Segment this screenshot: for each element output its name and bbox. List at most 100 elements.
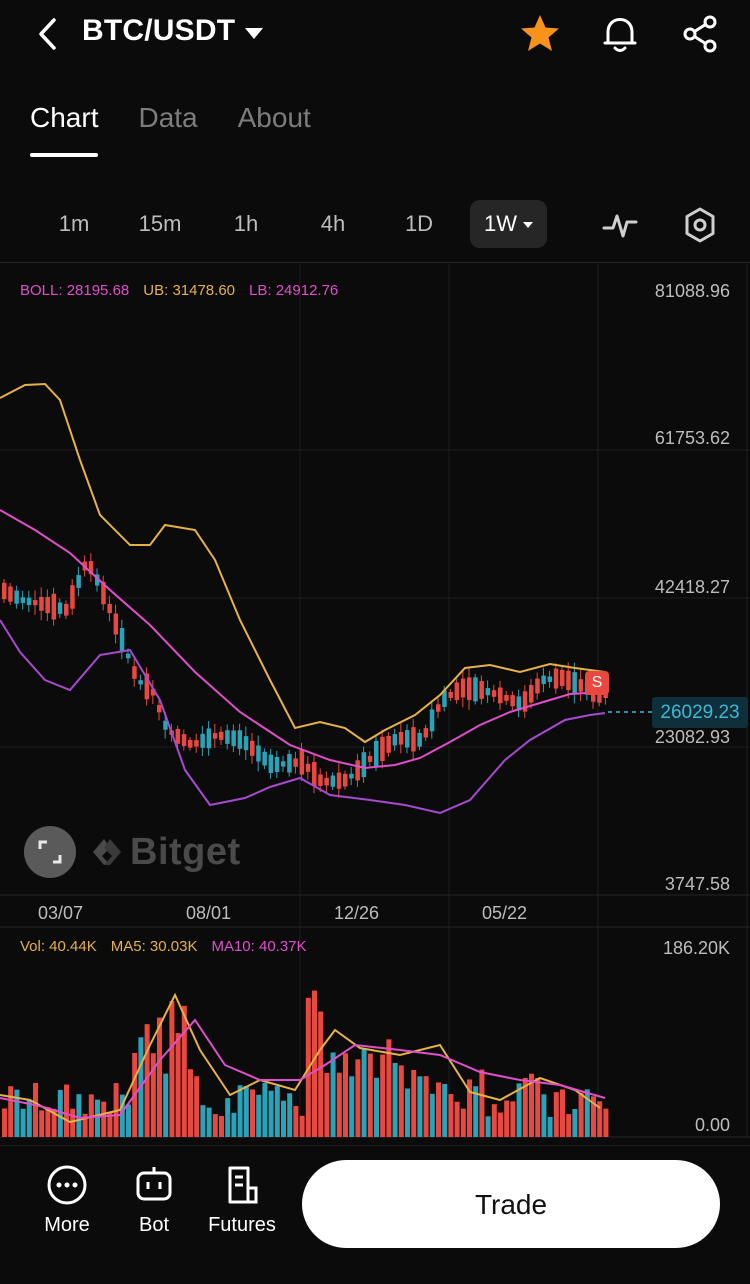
indicator-icon[interactable] <box>600 208 640 242</box>
timeframe-1w[interactable]: 1W <box>470 200 547 248</box>
volume-ma5-value: MA5: 30.03K <box>110 938 198 955</box>
volume-bar <box>126 1104 131 1137</box>
volume-bar <box>281 1100 286 1137</box>
timeframe-1w-label: 1W <box>484 211 517 236</box>
date-tick: 12/26 <box>334 903 380 923</box>
volume-bar <box>591 1096 596 1137</box>
back-icon[interactable] <box>28 12 68 56</box>
candle-body <box>535 678 540 694</box>
candle-body <box>225 730 230 744</box>
volume-bar <box>522 1077 528 1137</box>
volume-bar <box>343 1053 348 1137</box>
candle-body <box>237 730 243 749</box>
tab-about[interactable]: About <box>237 102 311 133</box>
volume-bar <box>318 1011 324 1137</box>
candle-body <box>2 582 7 600</box>
candle-body <box>553 668 559 689</box>
candle-body <box>188 739 193 748</box>
volume-bar <box>535 1077 541 1137</box>
volume-bar <box>442 1083 448 1137</box>
candle-body <box>70 585 75 609</box>
volume-bar <box>479 1069 485 1137</box>
volume-bar <box>144 1024 150 1137</box>
bitget-logo-icon <box>93 839 121 865</box>
candle-body <box>250 740 255 756</box>
candle-body <box>243 736 249 751</box>
pair-selector[interactable]: BTC/USDT <box>82 14 264 48</box>
volume-bar <box>70 1108 76 1137</box>
candle-body <box>386 735 391 753</box>
candle-body <box>293 758 298 767</box>
volume-bar <box>510 1101 516 1137</box>
candle-body <box>144 673 150 700</box>
volume-bar <box>107 1112 113 1137</box>
candle-body <box>231 730 236 747</box>
volume-bar <box>429 1093 435 1137</box>
settings-icon[interactable] <box>682 206 718 244</box>
timeframe-4h[interactable]: 4h <box>320 211 346 236</box>
bot-button[interactable]: Bot <box>132 1164 176 1237</box>
tab-chart[interactable]: Chart <box>30 102 99 157</box>
chevron-down-icon <box>523 222 533 229</box>
candle-body <box>330 775 336 787</box>
volume-bar <box>361 1048 367 1137</box>
volume-bar <box>8 1086 14 1137</box>
candle-body <box>560 669 565 687</box>
volume-bar <box>274 1086 280 1137</box>
volume-bar <box>262 1082 268 1137</box>
candle-body <box>343 773 348 787</box>
candlestick-chart[interactable] <box>0 264 750 1144</box>
volume-bar <box>330 1052 336 1137</box>
share-icon[interactable] <box>678 12 722 56</box>
date-tick: 08/01 <box>186 903 232 923</box>
tab-data[interactable]: Data <box>138 102 198 133</box>
volume-bar <box>541 1094 547 1137</box>
star-icon[interactable] <box>518 12 562 56</box>
bell-icon[interactable] <box>598 12 642 56</box>
timeframe-1h[interactable]: 1h <box>233 211 259 236</box>
volume-bar <box>20 1108 26 1137</box>
volume-bar <box>243 1085 249 1137</box>
sell-signal-badge[interactable]: S <box>585 671 609 695</box>
volume-bar <box>529 1073 534 1137</box>
candle-body <box>361 752 367 778</box>
volume-bar <box>237 1085 243 1137</box>
bot-icon <box>136 1167 172 1201</box>
trade-button[interactable]: Trade <box>302 1160 720 1248</box>
volume-bar <box>597 1101 603 1137</box>
volume-bar <box>448 1094 454 1137</box>
candle-body <box>150 688 156 696</box>
candle-body <box>578 679 584 692</box>
futures-label: Futures <box>208 1214 276 1236</box>
volume-bar <box>82 1113 88 1137</box>
candle-body <box>485 688 491 696</box>
candle-body <box>398 732 404 745</box>
chevron-down-icon <box>245 27 264 39</box>
candle-body <box>281 761 286 767</box>
candle-body <box>206 728 212 749</box>
timeframe-15m[interactable]: 15m <box>138 211 182 236</box>
volume-bar <box>312 990 317 1137</box>
more-button[interactable]: More <box>40 1164 94 1237</box>
timeframe-1m[interactable]: 1m <box>58 211 90 236</box>
volume-bar <box>504 1100 510 1137</box>
volume-bar <box>287 1093 293 1137</box>
date-tick: 05/22 <box>482 903 528 923</box>
candle-body <box>299 749 305 775</box>
candle-body <box>138 680 143 685</box>
volume-bar <box>119 1094 125 1137</box>
candle-body <box>336 772 342 789</box>
fullscreen-icon[interactable] <box>24 826 76 878</box>
volume-max-tick: 186.20K <box>662 938 730 958</box>
candle-body <box>498 687 503 704</box>
volume-bar <box>212 1114 218 1137</box>
volume-bar <box>572 1108 578 1137</box>
futures-button[interactable]: Futures <box>204 1164 280 1237</box>
candle-body <box>64 603 69 616</box>
more-icon <box>47 1165 87 1205</box>
volume-bar <box>473 1086 479 1137</box>
timeframe-1d[interactable]: 1D <box>404 211 434 236</box>
candle-body <box>324 777 329 786</box>
volume-bar <box>26 1099 32 1137</box>
volume-bar <box>566 1114 572 1137</box>
